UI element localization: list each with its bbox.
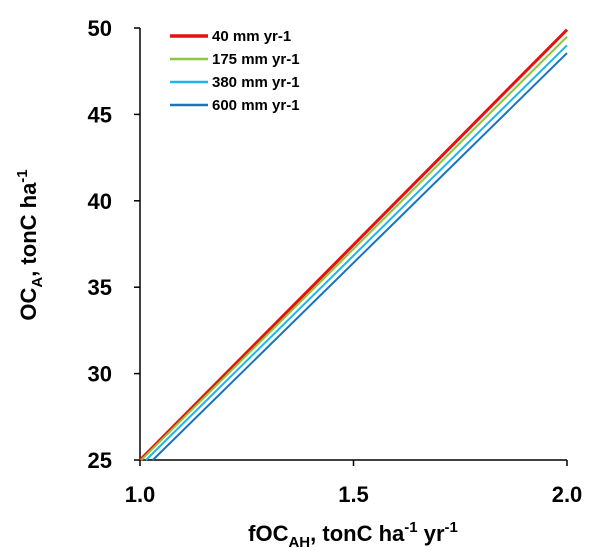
x-tick-label: 1.0 xyxy=(125,482,156,507)
y-tick-label: 35 xyxy=(88,275,112,300)
x-axis-label-part: -1 xyxy=(404,519,417,536)
x-axis-label-part: -1 xyxy=(445,519,458,536)
x-axis-label-part: AH xyxy=(288,534,310,551)
legend-label: 380 mm yr-1 xyxy=(212,74,300,91)
x-axis-label: fOCAH, tonC ha-1 yr-1 xyxy=(248,519,458,551)
y-axis-label: OCA, tonC ha-1 xyxy=(14,169,46,320)
y-axis-label-part: , tonC ha xyxy=(16,182,41,277)
legend-label: 600 mm yr-1 xyxy=(212,97,300,114)
y-tick-label: 50 xyxy=(88,16,112,41)
legend-label: 40 mm yr-1 xyxy=(212,28,291,45)
x-axis-label-part: , tonC ha xyxy=(310,521,405,546)
y-tick-label: 30 xyxy=(88,362,112,387)
line xyxy=(145,44,568,461)
legend-label: 175 mm yr-1 xyxy=(212,51,300,68)
y-axis-label-part: OC xyxy=(16,288,41,321)
line xyxy=(152,52,568,461)
x-axis-label-part: fOC xyxy=(248,521,288,546)
y-axis-label-part: A xyxy=(29,277,46,288)
x-tick-label: 2.0 xyxy=(552,482,583,507)
y-tick-label: 40 xyxy=(88,189,112,214)
x-axis-label-part: yr xyxy=(418,521,445,546)
line xyxy=(140,35,568,461)
x-tick-label: 1.5 xyxy=(338,482,369,507)
y-tick-label: 25 xyxy=(88,448,112,473)
y-axis-label-part: -1 xyxy=(14,169,31,182)
line xyxy=(138,28,569,462)
y-tick-label: 45 xyxy=(88,102,112,127)
